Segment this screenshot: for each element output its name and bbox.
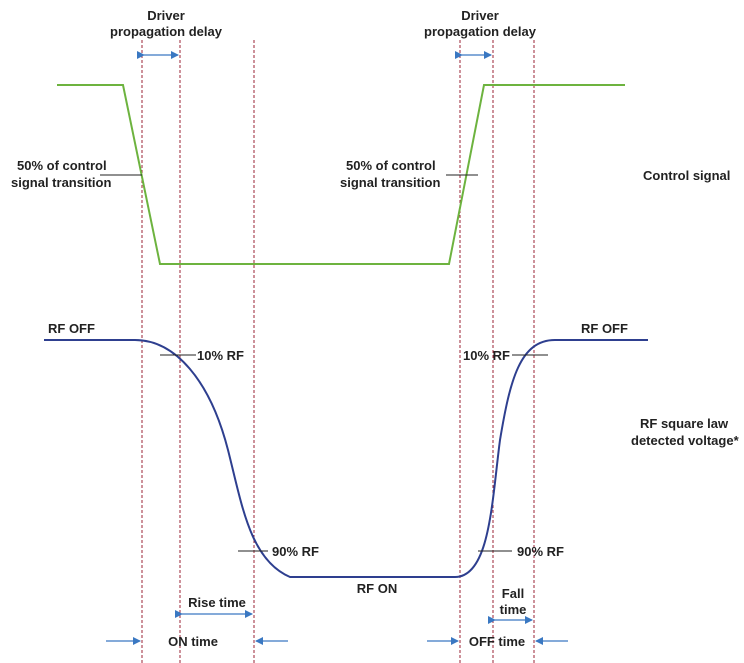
timing-marker-lines xyxy=(141,40,535,663)
transition-left-label-line1: 50% of control xyxy=(17,158,107,173)
control-signal-label: Control signal xyxy=(643,168,730,183)
rf10-right-label: 10% RF xyxy=(463,348,510,363)
rf10-left-label: 10% RF xyxy=(197,348,244,363)
rise-time-label: Rise time xyxy=(188,595,246,610)
delay-right-label-line1: Driver xyxy=(461,8,499,23)
rf-detected-label-line1: RF square law xyxy=(640,416,729,431)
transition-right-label-line1: 50% of control xyxy=(346,158,436,173)
fall-time-label-line1: Fall xyxy=(502,586,524,601)
transition-right-label-line2: signal transition xyxy=(340,175,440,190)
fall-time-label-line2: time xyxy=(500,602,527,617)
delay-right-label-line2: propagation delay xyxy=(424,24,537,39)
off-time-label: OFF time xyxy=(469,634,525,649)
on-time-label: ON time xyxy=(168,634,218,649)
rf-off-left-label: RF OFF xyxy=(48,321,95,336)
delay-left-label-line2: propagation delay xyxy=(110,24,223,39)
delay-left-label-line1: Driver xyxy=(147,8,185,23)
rf-off-right-label: RF OFF xyxy=(581,321,628,336)
transition-left-label-line2: signal transition xyxy=(11,175,111,190)
control-signal-waveform xyxy=(57,84,625,265)
rf-on-label: RF ON xyxy=(357,581,397,596)
rf-detected-waveform xyxy=(44,339,648,578)
rf90-left-label: 90% RF xyxy=(272,544,319,559)
rf90-right-label: 90% RF xyxy=(517,544,564,559)
rf-detected-label-line2: detected voltage* xyxy=(631,433,740,448)
